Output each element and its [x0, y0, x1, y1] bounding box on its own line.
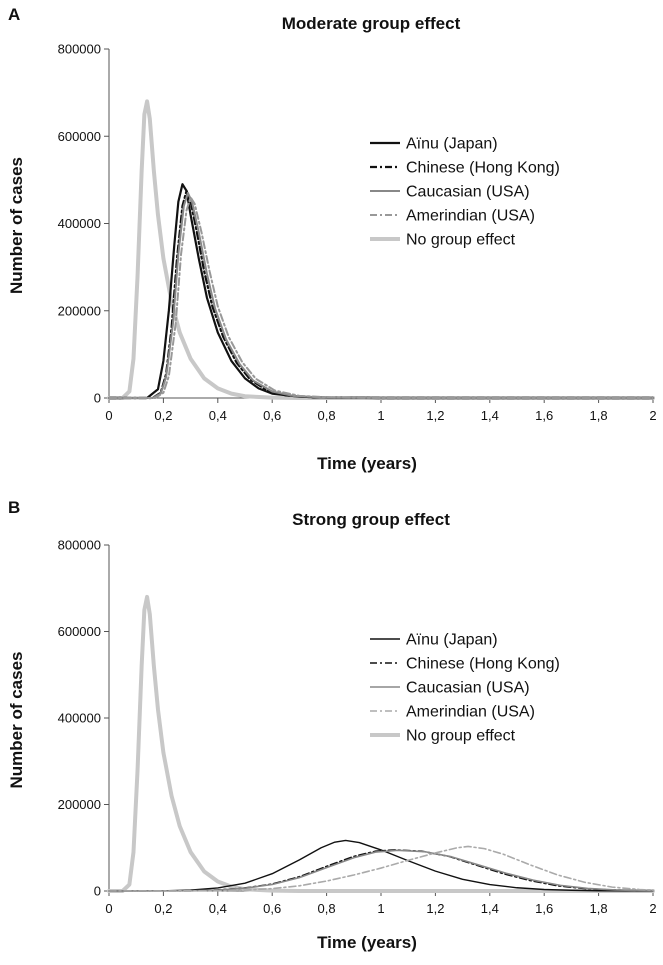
legend-label: Caucasian (USA) — [406, 184, 530, 201]
panel-letter: B — [8, 498, 20, 517]
x-tick-label: 0,4 — [209, 408, 227, 423]
y-tick-label: 0 — [94, 884, 101, 899]
x-tick-label: 1,2 — [426, 901, 444, 916]
legend: Aïnu (Japan) Chinese (Hong Kong) Caucasian… — [370, 136, 560, 249]
x-tick-label: 2 — [649, 408, 656, 423]
x-tick-label: 2 — [649, 901, 656, 916]
x-tick-label: 1,4 — [481, 408, 499, 423]
legend-label: Amerindian (USA) — [406, 208, 535, 225]
y-tick-label: 400000 — [58, 711, 101, 726]
y-tick-label: 200000 — [58, 303, 101, 318]
x-tick-label: 0,6 — [263, 901, 281, 916]
legend: Aïnu (Japan) Chinese (Hong Kong) Caucasian… — [370, 632, 560, 745]
series-line — [108, 845, 654, 892]
x-tick-label: 0,2 — [154, 408, 172, 423]
series-line — [107, 183, 655, 400]
legend-label: Caucasian (USA) — [406, 680, 530, 697]
y-tick-label: 600000 — [58, 624, 101, 639]
x-tick-label: 1,6 — [535, 901, 553, 916]
x-tick-label: 1,6 — [535, 408, 553, 423]
series-line — [108, 849, 654, 892]
x-tick-label: 0,2 — [154, 901, 172, 916]
x-tick-label: 0,8 — [318, 408, 336, 423]
x-axis-title: Time (years) — [317, 454, 417, 473]
legend-label: Amerindian (USA) — [406, 704, 535, 721]
x-tick-label: 0,4 — [209, 901, 227, 916]
y-tick-label: 200000 — [58, 797, 101, 812]
series-line — [107, 189, 655, 400]
panel-b: B Strong group effect 0 200000 400000 600000 8… — [7, 498, 657, 952]
legend-label: No group effect — [406, 728, 516, 745]
series-line — [107, 99, 655, 400]
y-axis-title: Number of cases — [7, 652, 26, 789]
x-tick-label: 1,8 — [590, 901, 608, 916]
x-tick-label: 1,2 — [426, 408, 444, 423]
x-tick-label: 1 — [377, 408, 384, 423]
y-tick-label: 800000 — [58, 538, 101, 553]
series-line — [108, 849, 654, 892]
x-tick-label: 1,4 — [481, 901, 499, 916]
legend-label: Aïnu (Japan) — [406, 632, 498, 649]
x-tick-label: 0,6 — [263, 408, 281, 423]
series-line — [108, 196, 654, 399]
legend-label: Chinese (Hong Kong) — [406, 656, 560, 673]
panel-a: A Moderate group effect 0 200000 400000 60000… — [7, 5, 657, 473]
series-line — [107, 594, 655, 893]
y-tick-label: 400000 — [58, 216, 101, 231]
x-tick-label: 0 — [105, 408, 112, 423]
legend-label: Aïnu (Japan) — [406, 136, 498, 153]
y-tick-label: 600000 — [58, 129, 101, 144]
chart-title: Moderate group effect — [282, 14, 461, 33]
y-tick-label: 800000 — [58, 42, 101, 57]
x-tick-label: 0 — [105, 901, 112, 916]
chart-title: Strong group effect — [292, 510, 450, 529]
x-tick-label: 0,8 — [318, 901, 336, 916]
legend-label: Chinese (Hong Kong) — [406, 160, 560, 177]
series-line — [108, 191, 654, 399]
x-axis-title: Time (years) — [317, 933, 417, 952]
y-axis-title: Number of cases — [7, 157, 26, 294]
y-tick-label: 0 — [94, 391, 101, 406]
x-tick-label: 1 — [377, 901, 384, 916]
series-line — [108, 839, 654, 892]
x-tick-label: 1,8 — [590, 408, 608, 423]
panel-letter: A — [8, 5, 20, 24]
legend-label: No group effect — [406, 232, 516, 249]
